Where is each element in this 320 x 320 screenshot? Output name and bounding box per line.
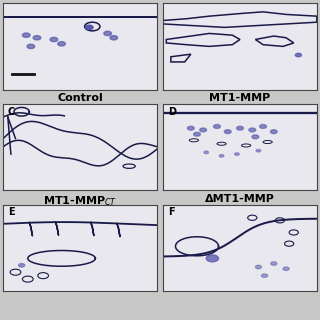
Circle shape	[236, 126, 244, 130]
Circle shape	[219, 155, 224, 157]
Text: Control: Control	[57, 93, 103, 103]
Circle shape	[104, 31, 111, 36]
Circle shape	[213, 124, 220, 128]
Text: C: C	[8, 107, 15, 116]
Circle shape	[224, 130, 231, 133]
Text: D: D	[168, 107, 176, 116]
Circle shape	[270, 130, 277, 133]
Circle shape	[110, 36, 118, 40]
Text: ΔMT1-MMP: ΔMT1-MMP	[205, 194, 275, 204]
Circle shape	[22, 33, 30, 37]
Circle shape	[256, 149, 261, 152]
Circle shape	[255, 265, 261, 269]
Circle shape	[261, 274, 268, 277]
Circle shape	[260, 124, 267, 128]
Circle shape	[206, 255, 219, 262]
Circle shape	[50, 37, 58, 42]
Circle shape	[194, 132, 200, 136]
Circle shape	[204, 151, 209, 154]
Text: E: E	[8, 207, 14, 217]
Text: MT1-MMP$_{CT}$: MT1-MMP$_{CT}$	[43, 194, 117, 208]
Circle shape	[58, 42, 65, 46]
Circle shape	[283, 267, 289, 270]
Circle shape	[27, 44, 35, 49]
Circle shape	[188, 126, 194, 130]
Text: F: F	[168, 207, 174, 217]
Circle shape	[295, 53, 301, 57]
Circle shape	[200, 128, 206, 132]
Circle shape	[252, 135, 259, 139]
Circle shape	[33, 36, 41, 40]
Circle shape	[85, 25, 93, 29]
Circle shape	[235, 153, 239, 156]
Circle shape	[249, 128, 256, 132]
Text: MT1-MMP: MT1-MMP	[209, 93, 271, 103]
Circle shape	[19, 264, 25, 267]
Circle shape	[271, 262, 277, 265]
